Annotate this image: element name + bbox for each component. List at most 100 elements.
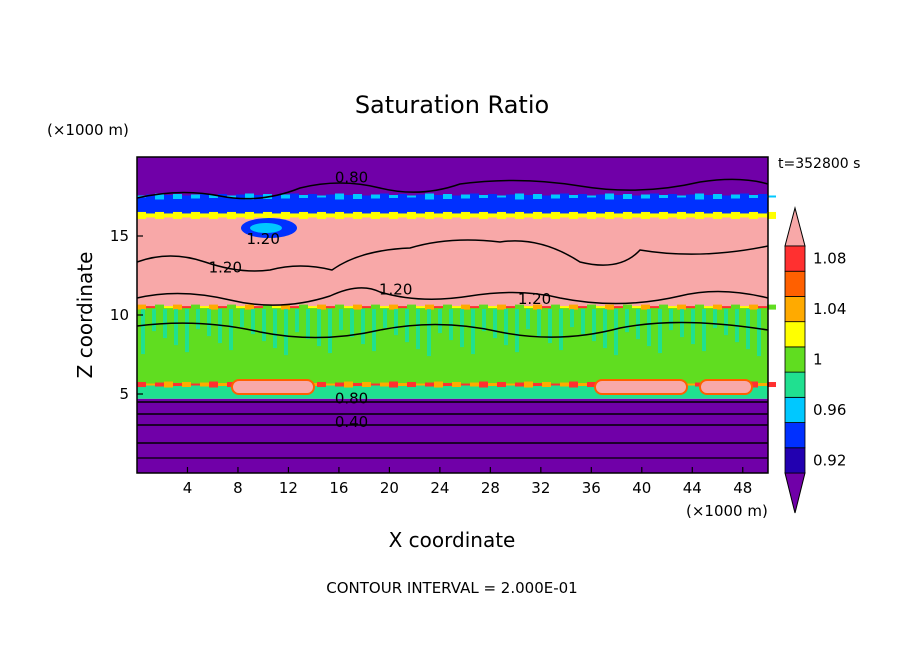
edge-cell [326,383,335,386]
y-axis-label: Z coordinate [73,252,97,379]
edge-cell [443,383,452,387]
cloud-spike [658,309,662,354]
edge-cell [632,213,641,218]
edge-cell [308,306,317,309]
y-tick-label: 10 [110,306,129,324]
edge-cell [317,211,326,219]
cloud-spike [383,309,387,329]
cloud-spike [471,309,475,355]
colorbar-label: 1 [813,351,823,369]
edge-cell [434,195,443,198]
edge-cell [506,194,515,199]
edge-cell [380,306,389,309]
edge-cell [326,213,335,218]
edge-cell [515,211,524,219]
edge-cell [137,382,146,388]
edge-cell [704,213,713,218]
cloud-spike [702,309,706,352]
edge-cell [371,194,380,199]
edge-cell [227,211,236,219]
edge-cell [659,304,668,310]
edge-cell [389,381,398,388]
edge-cell [461,304,470,310]
x-tick-label: 36 [582,479,601,497]
edge-cell [308,213,317,218]
contour-1.20-b [136,287,769,306]
edge-cell [614,195,623,198]
edge-cell [632,306,641,309]
edge-cell [641,194,650,199]
cloud-spike [141,309,145,355]
x-tick-label: 16 [329,479,348,497]
edge-cell [236,213,245,218]
edge-cell [182,382,191,388]
cloud-spike [614,309,618,356]
edge-cell [578,194,587,199]
cloud-spike [196,309,200,330]
edge-cell [245,193,254,200]
edge-cell [362,382,371,388]
x-ticks: 4 8 12 16 20 24 28 32 36 40 44 48 [183,467,752,497]
x-tick-label: 28 [481,479,500,497]
edge-cell [416,383,425,386]
edge-cell [236,306,245,309]
edge-cell [722,195,731,198]
edge-cell [731,211,740,219]
edge-cell [767,382,776,388]
edge-cell [173,383,182,387]
edge-cell [686,194,695,199]
edge-cell [452,382,461,388]
edge-cell [326,194,335,199]
edge-cell [362,306,371,309]
edge-cell [470,306,479,309]
low-sat-blob-core [250,223,282,233]
edge-cell [749,195,758,198]
edge-cell [326,306,335,309]
colorbar-bin [784,447,806,474]
edge-cell [551,194,560,199]
edge-cell [605,193,614,200]
edge-cell [497,195,506,198]
cloud-spike [548,309,552,344]
edge-cell [209,211,218,219]
edge-cell [506,213,515,218]
edge-cell [605,304,614,310]
edge-cell [425,382,434,387]
cloud-spike [482,309,486,332]
edge-cell [245,304,254,310]
edge-cell [713,211,722,219]
edge-cell [677,211,686,219]
x-tick-label: 20 [380,479,399,497]
cloud-spike [647,309,651,347]
edge-cell [695,193,704,200]
cloud-spike [174,309,178,346]
cloud-spike [306,309,310,340]
edge-cell [200,306,209,309]
edge-cell [335,211,344,219]
y-unit-label: (×1000 m) [47,121,129,139]
contour-interval-footer: CONTOUR INTERVAL = 2.000E-01 [326,579,577,597]
x-axis-label: X coordinate [389,528,516,552]
edge-cell [596,213,605,218]
edge-cell [218,213,227,218]
edge-cell [335,382,344,387]
edge-cell [182,195,191,198]
colorbar-bin [784,346,806,373]
colorbar-bin [784,371,806,398]
edge-cell [767,195,776,198]
edge-cell [443,211,452,219]
edge-cell [461,211,470,219]
cloud-spike [207,309,211,337]
edge-cell [317,195,326,198]
edge-cell [569,381,578,388]
edge-cell [434,306,443,309]
cloud-spike [570,309,574,328]
edge-cell [659,195,668,198]
timestamp-label: t=352800 s [778,156,860,172]
edge-cell [164,306,173,309]
cloud-spike [460,309,464,348]
cloud-spike [350,309,354,338]
edge-cell [191,194,200,199]
edge-cell [470,382,479,387]
colorbar-label: 1.08 [813,250,846,268]
